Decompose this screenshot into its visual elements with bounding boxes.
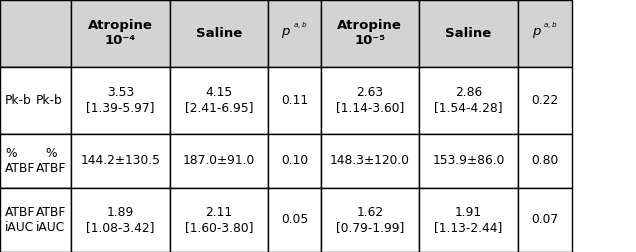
Text: %
ATBF: % ATBF: [5, 147, 36, 175]
Bar: [419, 188, 518, 252]
Text: 3.53
[1.39-5.97]: 3.53 [1.39-5.97]: [86, 86, 155, 114]
Bar: [170, 134, 268, 188]
Text: 4.15
[2.41-6.95]: 4.15 [2.41-6.95]: [185, 86, 253, 114]
Bar: [518, 134, 572, 188]
Text: ATBF
iAUC: ATBF iAUC: [36, 206, 66, 234]
Text: $^{a,b}$: $^{a,b}$: [543, 22, 558, 32]
Text: Saline: Saline: [445, 27, 492, 40]
Text: Atropine
10⁻⁵: Atropine 10⁻⁵: [337, 19, 403, 47]
Text: 1.62
[0.79-1.99]: 1.62 [0.79-1.99]: [336, 206, 404, 234]
Text: 2.86
[1.54-4.28]: 2.86 [1.54-4.28]: [434, 86, 502, 114]
Bar: [268, 188, 321, 252]
Text: 2.11
[1.60-3.80]: 2.11 [1.60-3.80]: [185, 206, 253, 234]
Text: 153.9±86.0: 153.9±86.0: [432, 154, 504, 167]
Bar: [71, 188, 170, 252]
Bar: [419, 0, 518, 67]
Text: 0.07: 0.07: [532, 213, 558, 226]
Text: ATBF
iAUC: ATBF iAUC: [5, 206, 36, 234]
Text: 1.91
[1.13-2.44]: 1.91 [1.13-2.44]: [434, 206, 502, 234]
Text: $\mathit{p}$: $\mathit{p}$: [282, 26, 291, 40]
Text: 144.2±130.5: 144.2±130.5: [81, 154, 160, 167]
Bar: [0, 0, 71, 67]
Bar: [419, 134, 518, 188]
Text: 187.0±91.0: 187.0±91.0: [183, 154, 255, 167]
Bar: [321, 188, 419, 252]
Bar: [321, 134, 419, 188]
Bar: [0, 67, 71, 134]
Bar: [71, 67, 170, 134]
Bar: [518, 0, 572, 67]
Text: 0.11: 0.11: [281, 94, 308, 107]
Bar: [321, 0, 419, 67]
Bar: [71, 0, 170, 67]
Text: 0.05: 0.05: [281, 213, 308, 226]
Bar: [321, 67, 419, 134]
Text: Pk-b: Pk-b: [36, 94, 62, 107]
Bar: [0, 134, 71, 188]
Text: 1.89
[1.08-3.42]: 1.89 [1.08-3.42]: [86, 206, 155, 234]
Text: 0.80: 0.80: [532, 154, 558, 167]
Bar: [170, 67, 268, 134]
Bar: [268, 67, 321, 134]
Text: 2.63
[1.14-3.60]: 2.63 [1.14-3.60]: [336, 86, 404, 114]
Bar: [268, 0, 321, 67]
Bar: [0, 188, 71, 252]
Bar: [268, 134, 321, 188]
Bar: [0, 134, 71, 188]
Bar: [71, 134, 170, 188]
Text: Saline: Saline: [196, 27, 242, 40]
Text: Atropine
10⁻⁴: Atropine 10⁻⁴: [88, 19, 153, 47]
Bar: [170, 0, 268, 67]
Text: $^{a,b}$: $^{a,b}$: [293, 22, 307, 32]
Bar: [518, 188, 572, 252]
Bar: [0, 67, 71, 134]
Text: %
ATBF: % ATBF: [36, 147, 66, 175]
Text: 148.3±120.0: 148.3±120.0: [330, 154, 410, 167]
Text: Pk-b: Pk-b: [5, 94, 32, 107]
Text: $\mathit{p}$: $\mathit{p}$: [532, 26, 542, 40]
Text: 0.10: 0.10: [281, 154, 308, 167]
Bar: [419, 67, 518, 134]
Bar: [0, 188, 71, 252]
Text: 0.22: 0.22: [532, 94, 558, 107]
Bar: [518, 67, 572, 134]
Bar: [170, 188, 268, 252]
